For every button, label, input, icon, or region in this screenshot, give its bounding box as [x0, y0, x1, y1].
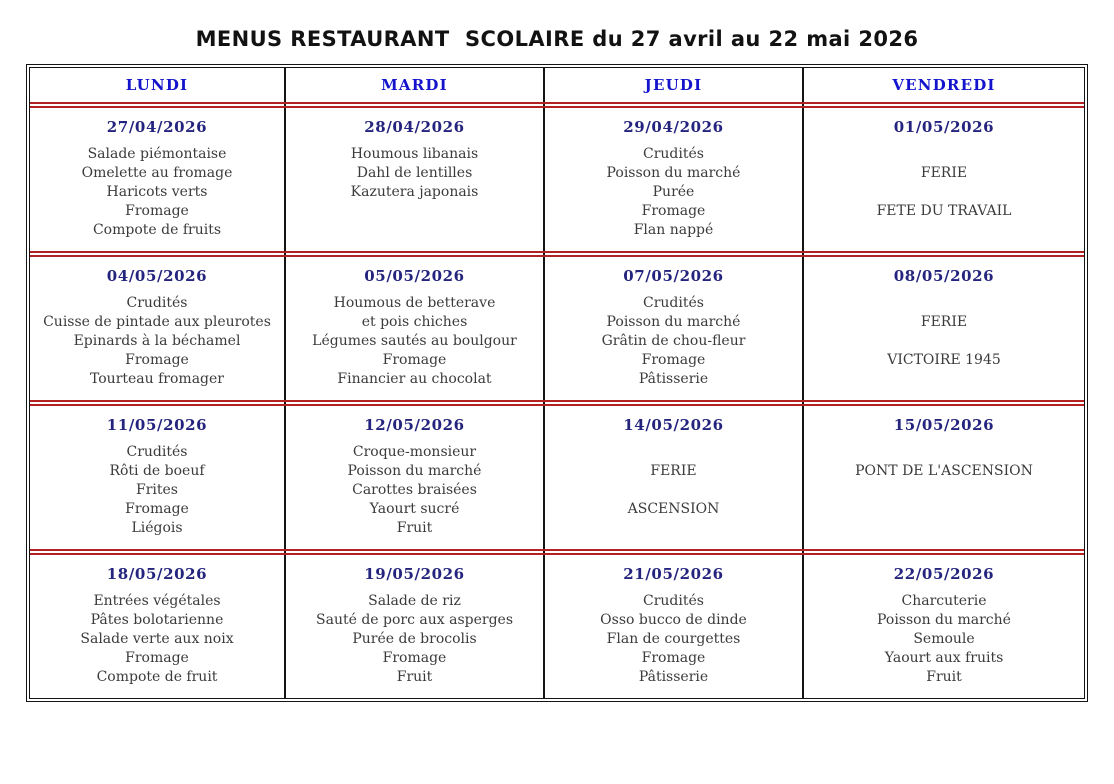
cell-week1-mardi: 28/04/2026 Houmous libanais Dahl de lent… — [286, 108, 545, 251]
menu-items: Salade de riz Sauté de porc aux asperges… — [316, 593, 513, 685]
date-label: 19/05/2026 — [364, 565, 465, 583]
row-separator — [30, 549, 1084, 555]
separator-segment — [545, 402, 804, 404]
row-separator — [30, 251, 1084, 257]
cell-week4-mardi: 19/05/2026 Salade de riz Sauté de porc a… — [286, 555, 545, 698]
cell-week2-vendredi: 08/05/2026 FERIE VICTOIRE 1945 — [804, 257, 1084, 400]
cell-week3-vendredi: 15/05/2026 PONT DE L'ASCENSION — [804, 406, 1084, 549]
header-row: LUNDI MARDI JEUDI VENDREDI — [30, 68, 1084, 102]
cell-week2-mardi: 05/05/2026 Houmous de betterave et pois … — [286, 257, 545, 400]
cell-week3-jeudi: 14/05/2026 FERIE ASCENSION — [545, 406, 804, 549]
week-row-1: 27/04/2026 Salade piémontaise Omelette a… — [30, 108, 1084, 251]
date-label: 08/05/2026 — [893, 267, 995, 285]
cell-week3-mardi: 12/05/2026 Croque-monsieur Poisson du ma… — [286, 406, 545, 549]
menu-items: Charcuterie Poisson du marché Semoule Ya… — [877, 593, 1011, 685]
date-label: 29/04/2026 — [623, 118, 724, 136]
separator-segment — [30, 104, 286, 106]
cell-week4-jeudi: 21/05/2026 Crudités Osso bucco de dinde … — [545, 555, 804, 698]
menu-items: FERIE VICTOIRE 1945 — [887, 314, 1001, 368]
separator-segment — [286, 402, 545, 404]
menu-items: Salade piémontaise Omelette au fromage H… — [81, 146, 233, 238]
separator-segment — [545, 551, 804, 553]
row-separator — [30, 400, 1084, 406]
separator-segment — [804, 104, 1084, 106]
cell-week1-jeudi: 29/04/2026 Crudités Poisson du marché Pu… — [545, 108, 804, 251]
date-label: 27/04/2026 — [106, 118, 208, 136]
date-label: 15/05/2026 — [893, 416, 995, 434]
menu-table: LUNDI MARDI JEUDI VENDREDI 27/04/2026 Sa… — [26, 64, 1088, 702]
date-label: 18/05/2026 — [106, 565, 208, 583]
separator-segment — [30, 402, 286, 404]
week-row-3: 11/05/2026 Crudités Rôti de boeuf Frites… — [30, 406, 1084, 549]
menu-items: FERIE ASCENSION — [627, 463, 720, 517]
date-label: 28/04/2026 — [364, 118, 465, 136]
date-label: 14/05/2026 — [623, 416, 724, 434]
separator-segment — [804, 402, 1084, 404]
separator-segment — [545, 253, 804, 255]
cell-week2-jeudi: 07/05/2026 Crudités Poisson du marché Gr… — [545, 257, 804, 400]
date-label: 04/05/2026 — [106, 267, 208, 285]
menu-items: Houmous libanais Dahl de lentilles Kazut… — [350, 146, 479, 200]
date-label: 01/05/2026 — [893, 118, 995, 136]
page-title: MENUS RESTAURANT SCOLAIRE du 27 avril au… — [195, 27, 919, 51]
menu-items: Crudités Rôti de boeuf Frites Fromage Li… — [109, 444, 205, 536]
date-label: 22/05/2026 — [893, 565, 995, 583]
separator-segment — [286, 104, 545, 106]
separator-segment — [286, 551, 545, 553]
menu-items: Crudités Poisson du marché Purée Fromage… — [606, 146, 741, 238]
menu-items: Crudités Osso bucco de dinde Flan de cou… — [600, 593, 747, 685]
date-label: 11/05/2026 — [106, 416, 208, 434]
cell-week4-vendredi: 22/05/2026 Charcuterie Poisson du marché… — [804, 555, 1084, 698]
cell-week4-lundi: 18/05/2026 Entrées végétales Pâtes bolot… — [30, 555, 286, 698]
menu-items: Crudités Poisson du marché Grâtin de cho… — [601, 295, 746, 387]
menu-items: PONT DE L'ASCENSION — [855, 463, 1033, 479]
cell-week1-lundi: 27/04/2026 Salade piémontaise Omelette a… — [30, 108, 286, 251]
separator-segment — [545, 104, 804, 106]
cell-week1-vendredi: 01/05/2026 FERIE FETE DU TRAVAIL — [804, 108, 1084, 251]
date-label: 07/05/2026 — [623, 267, 724, 285]
separator-segment — [30, 551, 286, 553]
header-vendredi: VENDREDI — [892, 76, 996, 94]
menu-items: Crudités Cuisse de pintade aux pleurotes… — [43, 295, 271, 387]
week-row-4: 18/05/2026 Entrées végétales Pâtes bolot… — [30, 555, 1084, 698]
row-separator — [30, 102, 1084, 108]
menu-items: Houmous de betterave et pois chiches Lég… — [312, 295, 517, 387]
date-label: 05/05/2026 — [364, 267, 465, 285]
menu-items: FERIE FETE DU TRAVAIL — [876, 165, 1012, 219]
separator-segment — [804, 551, 1084, 553]
cell-week2-lundi: 04/05/2026 Crudités Cuisse de pintade au… — [30, 257, 286, 400]
separator-segment — [286, 253, 545, 255]
date-label: 21/05/2026 — [623, 565, 724, 583]
header-mardi: MARDI — [286, 68, 545, 102]
separator-segment — [30, 253, 286, 255]
menu-items: Croque-monsieur Poisson du marché Carott… — [347, 444, 482, 536]
date-label: 12/05/2026 — [364, 416, 465, 434]
separator-segment — [804, 253, 1084, 255]
menu-items: Entrées végétales Pâtes bolotarienne Sal… — [80, 593, 234, 685]
header-lundi: LUNDI — [30, 68, 286, 102]
week-row-2: 04/05/2026 Crudités Cuisse de pintade au… — [30, 257, 1084, 400]
cell-week3-lundi: 11/05/2026 Crudités Rôti de boeuf Frites… — [30, 406, 286, 549]
header-jeudi: JEUDI — [545, 68, 804, 102]
